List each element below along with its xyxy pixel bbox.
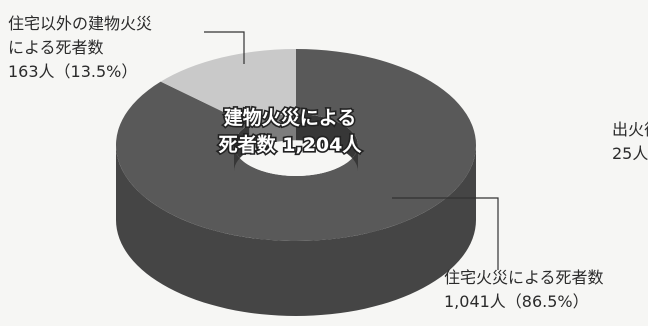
center-label-line-0: 建物火災による [224, 106, 356, 129]
slice-inner-wall-0 [234, 124, 250, 172]
slice-inner-wall-0 [296, 114, 358, 172]
residential-label-value: 1,041人（86.5%） [444, 292, 589, 311]
other-buildings-label-value: 163人（13.5%） [8, 62, 138, 81]
leader-line-other [204, 31, 245, 64]
clipped-label-line: 出火後 [612, 120, 648, 139]
slice-top-0 [116, 49, 477, 241]
slice-side-wall-0 [116, 145, 476, 316]
slice-inner-wall-1 [249, 114, 296, 151]
slice-top-1 [160, 49, 296, 125]
other-buildings-label-line: による死者数 [8, 38, 104, 57]
leader-line-residential [392, 197, 499, 270]
residential-label: 住宅火災による死者数 1,041人（86.5%） [444, 266, 604, 314]
center-label-line-1: 死者数 1,204人 [219, 133, 363, 156]
clipped-label: 出火後 25人（ [612, 118, 648, 166]
other-buildings-label-line: 住宅以外の建物火災 [8, 14, 153, 33]
clipped-label-line: 25人（ [612, 144, 648, 163]
residential-label-line: 住宅火災による死者数 [444, 268, 604, 287]
other-buildings-label: 住宅以外の建物火災 による死者数 163人（13.5%） [8, 12, 152, 84]
